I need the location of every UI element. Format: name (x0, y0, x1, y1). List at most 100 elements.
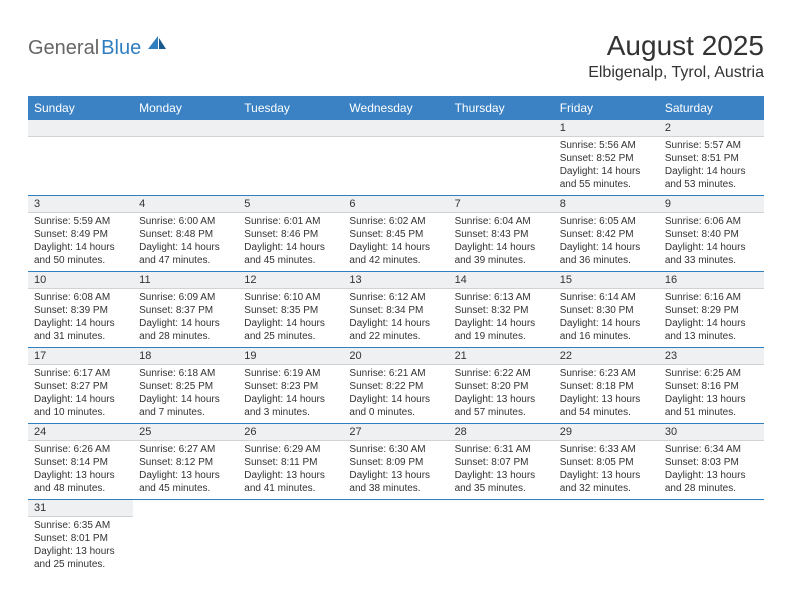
calendar-cell: 28Sunrise: 6:31 AMSunset: 8:07 PMDayligh… (449, 424, 554, 500)
day-number: 29 (554, 424, 659, 441)
sunset-line: Sunset: 8:35 PM (244, 304, 337, 317)
calendar-cell: 4Sunrise: 6:00 AMSunset: 8:48 PMDaylight… (133, 196, 238, 272)
sunrise-line: Sunrise: 6:22 AM (455, 367, 548, 380)
calendar-cell: 29Sunrise: 6:33 AMSunset: 8:05 PMDayligh… (554, 424, 659, 500)
day-details: Sunrise: 6:35 AMSunset: 8:01 PMDaylight:… (28, 517, 133, 575)
calendar-cell (449, 120, 554, 196)
sunset-line: Sunset: 8:11 PM (244, 456, 337, 469)
calendar-cell: 27Sunrise: 6:30 AMSunset: 8:09 PMDayligh… (343, 424, 448, 500)
sunrise-line: Sunrise: 6:01 AM (244, 215, 337, 228)
empty-daynum (449, 120, 554, 137)
calendar-cell: 10Sunrise: 6:08 AMSunset: 8:39 PMDayligh… (28, 272, 133, 348)
title-block: August 2025 Elbigenalp, Tyrol, Austria (588, 30, 764, 82)
day-details: Sunrise: 5:59 AMSunset: 8:49 PMDaylight:… (28, 213, 133, 272)
day-header: Monday (133, 96, 238, 120)
empty-daynum (238, 120, 343, 137)
day-details: Sunrise: 6:01 AMSunset: 8:46 PMDaylight:… (238, 213, 343, 272)
daylight-line: Daylight: 14 hours and 13 minutes. (665, 317, 758, 343)
daylight-line: Daylight: 13 hours and 32 minutes. (560, 469, 653, 495)
calendar-cell: 26Sunrise: 6:29 AMSunset: 8:11 PMDayligh… (238, 424, 343, 500)
daylight-line: Daylight: 13 hours and 28 minutes. (665, 469, 758, 495)
sunrise-line: Sunrise: 5:57 AM (665, 139, 758, 152)
daylight-line: Daylight: 14 hours and 47 minutes. (139, 241, 232, 267)
day-details: Sunrise: 6:14 AMSunset: 8:30 PMDaylight:… (554, 289, 659, 348)
daylight-line: Daylight: 14 hours and 7 minutes. (139, 393, 232, 419)
empty-body (28, 137, 133, 196)
sunset-line: Sunset: 8:45 PM (349, 228, 442, 241)
day-header-row: SundayMondayTuesdayWednesdayThursdayFrid… (28, 96, 764, 120)
logo-text-blue: Blue (101, 37, 141, 60)
daylight-line: Daylight: 13 hours and 54 minutes. (560, 393, 653, 419)
calendar-cell: 23Sunrise: 6:25 AMSunset: 8:16 PMDayligh… (659, 348, 764, 424)
header: GeneralBlue August 2025 Elbigenalp, Tyro… (28, 30, 764, 82)
day-number: 1 (554, 120, 659, 137)
sunrise-line: Sunrise: 6:13 AM (455, 291, 548, 304)
day-number: 17 (28, 348, 133, 365)
day-details: Sunrise: 6:27 AMSunset: 8:12 PMDaylight:… (133, 441, 238, 500)
empty-body (133, 137, 238, 196)
day-number: 22 (554, 348, 659, 365)
day-details: Sunrise: 6:21 AMSunset: 8:22 PMDaylight:… (343, 365, 448, 424)
calendar-cell: 24Sunrise: 6:26 AMSunset: 8:14 PMDayligh… (28, 424, 133, 500)
daylight-line: Daylight: 14 hours and 45 minutes. (244, 241, 337, 267)
sunset-line: Sunset: 8:09 PM (349, 456, 442, 469)
day-number: 15 (554, 272, 659, 289)
calendar-cell: 2Sunrise: 5:57 AMSunset: 8:51 PMDaylight… (659, 120, 764, 196)
day-details: Sunrise: 6:18 AMSunset: 8:25 PMDaylight:… (133, 365, 238, 424)
calendar-cell: 20Sunrise: 6:21 AMSunset: 8:22 PMDayligh… (343, 348, 448, 424)
sunrise-line: Sunrise: 6:31 AM (455, 443, 548, 456)
day-details: Sunrise: 6:13 AMSunset: 8:32 PMDaylight:… (449, 289, 554, 348)
day-details: Sunrise: 5:57 AMSunset: 8:51 PMDaylight:… (659, 137, 764, 196)
logo-text-general: General (28, 37, 99, 60)
sunset-line: Sunset: 8:23 PM (244, 380, 337, 393)
daylight-line: Daylight: 14 hours and 16 minutes. (560, 317, 653, 343)
sunset-line: Sunset: 8:39 PM (34, 304, 127, 317)
calendar-cell (28, 120, 133, 196)
sunset-line: Sunset: 8:22 PM (349, 380, 442, 393)
daylight-line: Daylight: 14 hours and 3 minutes. (244, 393, 337, 419)
sunset-line: Sunset: 8:46 PM (244, 228, 337, 241)
sunrise-line: Sunrise: 6:17 AM (34, 367, 127, 380)
daylight-line: Daylight: 14 hours and 53 minutes. (665, 165, 758, 191)
day-number: 7 (449, 196, 554, 213)
sunrise-line: Sunrise: 6:02 AM (349, 215, 442, 228)
day-number: 2 (659, 120, 764, 137)
sunset-line: Sunset: 8:48 PM (139, 228, 232, 241)
sunrise-line: Sunrise: 5:59 AM (34, 215, 127, 228)
day-details: Sunrise: 6:22 AMSunset: 8:20 PMDaylight:… (449, 365, 554, 424)
day-details: Sunrise: 6:02 AMSunset: 8:45 PMDaylight:… (343, 213, 448, 272)
sunrise-line: Sunrise: 6:16 AM (665, 291, 758, 304)
sunset-line: Sunset: 8:27 PM (34, 380, 127, 393)
day-details: Sunrise: 6:00 AMSunset: 8:48 PMDaylight:… (133, 213, 238, 272)
empty-body (238, 137, 343, 196)
calendar-table: SundayMondayTuesdayWednesdayThursdayFrid… (28, 96, 764, 575)
sunset-line: Sunset: 8:40 PM (665, 228, 758, 241)
day-number: 14 (449, 272, 554, 289)
sunset-line: Sunset: 8:29 PM (665, 304, 758, 317)
calendar-cell: 12Sunrise: 6:10 AMSunset: 8:35 PMDayligh… (238, 272, 343, 348)
sunset-line: Sunset: 8:14 PM (34, 456, 127, 469)
day-number: 27 (343, 424, 448, 441)
calendar-cell (343, 120, 448, 196)
sunrise-line: Sunrise: 6:08 AM (34, 291, 127, 304)
day-number: 3 (28, 196, 133, 213)
day-number: 18 (133, 348, 238, 365)
daylight-line: Daylight: 14 hours and 19 minutes. (455, 317, 548, 343)
day-header: Wednesday (343, 96, 448, 120)
sunrise-line: Sunrise: 6:21 AM (349, 367, 442, 380)
calendar-week: 3Sunrise: 5:59 AMSunset: 8:49 PMDaylight… (28, 196, 764, 272)
sunset-line: Sunset: 8:05 PM (560, 456, 653, 469)
empty-daynum (343, 120, 448, 137)
day-details: Sunrise: 6:12 AMSunset: 8:34 PMDaylight:… (343, 289, 448, 348)
daylight-line: Daylight: 14 hours and 36 minutes. (560, 241, 653, 267)
calendar-page: GeneralBlue August 2025 Elbigenalp, Tyro… (0, 0, 792, 595)
day-number: 11 (133, 272, 238, 289)
sunrise-line: Sunrise: 6:18 AM (139, 367, 232, 380)
sunrise-line: Sunrise: 6:10 AM (244, 291, 337, 304)
sunset-line: Sunset: 8:18 PM (560, 380, 653, 393)
calendar-cell (238, 120, 343, 196)
sunrise-line: Sunrise: 6:27 AM (139, 443, 232, 456)
calendar-cell: 5Sunrise: 6:01 AMSunset: 8:46 PMDaylight… (238, 196, 343, 272)
day-number: 30 (659, 424, 764, 441)
day-details: Sunrise: 6:31 AMSunset: 8:07 PMDaylight:… (449, 441, 554, 500)
